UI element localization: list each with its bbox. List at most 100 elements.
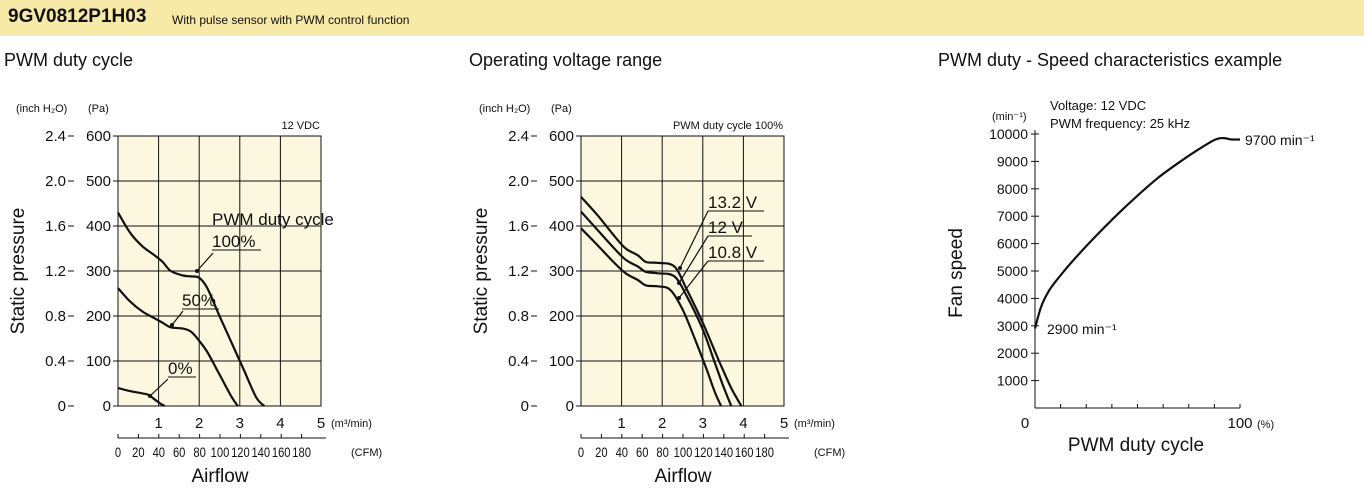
chart1-label-arrowhead [148,394,152,398]
chart2-y-tick-label: 400 [549,218,574,235]
chart2-y-tick-label: 600 [549,128,574,145]
chart1-cfm-tick-label: 80 [193,445,205,460]
chart2-y2-unit: (inch H₂O) [479,103,530,115]
model-description: With pulse sensor with PWM control funct… [172,13,410,27]
chart2-x2-unit: (CFM) [814,447,845,459]
chart2-cfm-tick-label: 80 [656,445,668,460]
chart3-series-line [1033,136,1241,329]
chart2-cfm-tick-label: 100 [674,445,693,460]
chart3-start-annotation: 2900 min⁻¹ [1047,321,1117,337]
chart1-cfm-tick-label: 40 [153,445,165,460]
chart1-y2-unit: (inch H₂O) [16,103,67,115]
chart3-note-voltage: Voltage: 12 VDC [1050,98,1146,113]
chart2-series-label: 12 V [708,218,744,237]
chart3-title: PWM duty - Speed characteristics example [938,50,1283,70]
chart1-note: 12 VDC [281,120,320,132]
chart2-x-tick-label: 3 [699,415,707,432]
operating-voltage-chart: 1 2 3 4 5010020030040050060000.40.81.21.62.0… [471,103,845,487]
chart2-x-axis-title: Airflow [654,466,711,487]
chart2-y2-tick-label: 1.2 [508,263,529,280]
chart2-series-line [580,210,733,407]
chart3-y-tick-label: 9000 [997,153,1028,169]
chart1-cfm-tick-label: 100 [211,445,230,460]
chart1-y2-tick-label: 2.4 [45,128,66,145]
chart3-x-tick-label: 100 [1227,415,1252,432]
chart1-cfm-tick-label: 140 [251,445,270,460]
chart3-y-unit: (min⁻¹) [992,111,1027,123]
chart1-series-label: 50% [182,291,216,310]
chart2-cfm-tick-label: 0 [578,445,584,460]
chart2-x-tick-label: 5 [780,415,788,432]
chart3-y-tick-label: 6000 [997,236,1028,252]
chart1-x2-unit: (CFM) [351,447,382,459]
chart2-x-tick-label: 4 [739,415,747,432]
chart3-y-axis-title: Fan speed [946,228,967,318]
chart1-title: PWM duty cycle [4,50,134,70]
chart2-x-tick-label: 1 [617,415,625,432]
chart2-cfm-tick-label: 140 [714,445,733,460]
chart2-title: Operating voltage range [469,50,663,70]
chart3-y-tick-label: 5000 [997,263,1028,279]
chart2-cfm-tick-label: 120 [694,445,713,460]
chart1-series-line [117,211,266,407]
chart1-x-tick-label: 4 [276,415,284,432]
chart3-y-tick-label: 2000 [997,345,1028,361]
chart1-label-leader [196,252,214,272]
chart3-y-tick-label: 3000 [997,318,1028,334]
chart2-label-leader [678,260,709,299]
pwm-duty-cycle-chart: 1 2 3 4 5010020030040050060000.40.81.21.62.0… [8,103,382,487]
chart1-y-tick-label: 300 [86,263,111,280]
chart2-y-tick-label: 0 [566,398,574,415]
chart1-series-label: 0% [168,359,193,378]
chart2-y2-tick-label: 2.0 [508,173,529,190]
chart2-y-axis-title: Static pressure [471,208,492,335]
chart2-y-unit: (Pa) [551,103,572,115]
chart1-cfm-tick-label: 0 [115,445,121,460]
chart3-x-axis-title: PWM duty cycle [1068,435,1204,456]
chart2-series-line [580,196,743,407]
chart2-label-arrowhead [677,281,681,285]
chart2-cfm-tick-label: 20 [595,445,607,460]
chart3-x-tick-label: 0 [1021,415,1029,432]
chart1-cfm-tick-label: 160 [272,445,291,460]
chart1-label-leader [149,378,169,397]
chart3-y-tick-label: 10000 [989,126,1028,142]
chart1-x-axis-title: Airflow [191,466,248,487]
chart3-note-frequency: PWM frequency: 25 kHz [1050,116,1190,131]
chart1-cfm-tick-label: 20 [132,445,144,460]
chart1-y2-tick-label: 1.6 [45,218,66,235]
chart1-label-leader [171,310,184,326]
chart1-y2-tick-label: 0.4 [45,353,66,370]
chart1-x-tick-label: 5 [317,415,325,432]
chart1-y-tick-label: 400 [86,218,111,235]
chart3-y-tick-label: 1000 [997,373,1028,389]
chart2-label-arrowhead [678,266,682,270]
chart1-x-tick-label: 3 [236,415,244,432]
chart2-cfm-tick-label: 40 [616,445,628,460]
chart1-legend-title: PWM duty cycle [212,210,334,229]
chart1-y-tick-label: 100 [86,353,111,370]
chart1-y-tick-label: 500 [86,173,111,190]
chart2-y-tick-label: 100 [549,353,574,370]
chart2-cfm-tick-label: 160 [735,445,754,460]
chart2-label-leader [679,210,709,269]
chart2-y-tick-label: 300 [549,263,574,280]
chart1-y-unit: (Pa) [88,103,109,115]
chart2-label-arrowhead [677,296,681,300]
chart1-x-unit: (m³/min) [331,418,372,430]
chart2-y2-tick-label: 0.4 [508,353,529,370]
chart1-label-arrowhead [195,269,199,273]
chart1-y2-tick-label: 2.0 [45,173,66,190]
model-number: 9GV0812P1H03 [8,6,147,27]
chart1-y-tick-label: 0 [103,398,111,415]
chart3-x-unit: (%) [1257,419,1274,431]
chart1-cfm-tick-label: 60 [173,445,185,460]
chart1-label-arrowhead [170,323,174,327]
chart3-end-annotation: 9700 min⁻¹ [1245,132,1315,148]
chart3-y-tick-label: 8000 [997,181,1028,197]
chart2-cfm-tick-label: 60 [636,445,648,460]
chart2-cfm-tick-label: 180 [755,445,774,460]
chart3-y-tick-label: 7000 [997,208,1028,224]
chart1-series-line [117,287,239,407]
